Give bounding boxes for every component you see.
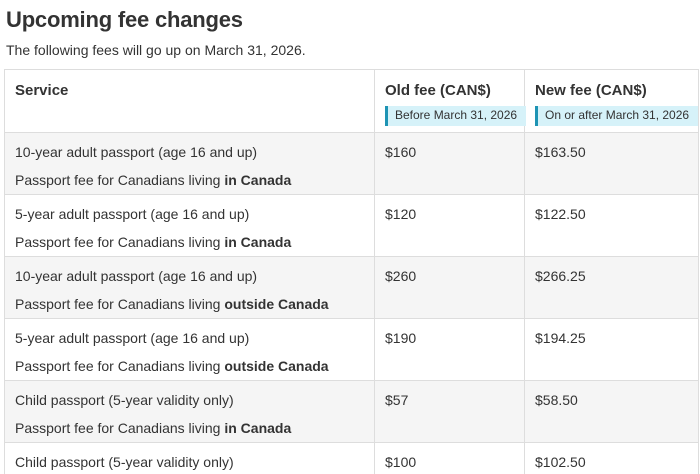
service-location: in Canada bbox=[224, 172, 292, 188]
new-fee-cell: $194.25 bbox=[524, 318, 699, 381]
service-description: Passport fee for Canadians living bbox=[15, 358, 221, 374]
service-location: in Canada bbox=[224, 234, 292, 250]
service-name: Child passport (5-year validity only) bbox=[15, 392, 234, 408]
service-description: Passport fee for Canadians living bbox=[15, 234, 221, 250]
column-header-old-fee: Old fee (CAN$) Before March 31, 2026 bbox=[374, 69, 527, 133]
old-fee-value: $57 bbox=[385, 392, 409, 408]
table-row: 5-year adult passport (age 16 and up) Pa… bbox=[4, 318, 699, 381]
table-row: 10-year adult passport (age 16 and up) P… bbox=[4, 132, 699, 195]
service-description: Passport fee for Canadians living bbox=[15, 172, 221, 188]
old-fee-cell: $120 bbox=[374, 194, 525, 257]
old-fee-cell: $260 bbox=[374, 256, 525, 319]
service-cell: 10-year adult passport (age 16 and up) P… bbox=[4, 256, 375, 319]
service-name: 5-year adult passport (age 16 and up) bbox=[15, 330, 250, 346]
new-fee-period-badge: On or after March 31, 2026 bbox=[535, 106, 699, 126]
old-fee-value: $120 bbox=[385, 206, 417, 222]
new-fee-cell: $102.50 bbox=[524, 442, 699, 474]
service-location: outside Canada bbox=[224, 358, 329, 374]
service-name: Child passport (5-year validity only) bbox=[15, 454, 234, 470]
new-fee-cell: $122.50 bbox=[524, 194, 699, 257]
page-title: Upcoming fee changes bbox=[6, 7, 243, 32]
new-fee-cell: $58.50 bbox=[524, 380, 699, 443]
old-fee-cell: $57 bbox=[374, 380, 525, 443]
old-fee-value: $160 bbox=[385, 144, 417, 160]
new-fee-header-label: New fee (CAN$) bbox=[535, 82, 647, 99]
service-name: 5-year adult passport (age 16 and up) bbox=[15, 206, 250, 222]
service-location: in Canada bbox=[224, 420, 292, 436]
service-cell: Child passport (5-year validity only) Pa… bbox=[4, 442, 375, 474]
service-cell: Child passport (5-year validity only) Pa… bbox=[4, 380, 375, 443]
new-fee-value: $163.50 bbox=[535, 144, 586, 160]
page-subtitle: The following fees will go up on March 3… bbox=[6, 42, 306, 58]
old-fee-value: $260 bbox=[385, 268, 417, 284]
fee-changes-table: Service Old fee (CAN$) Before March 31, … bbox=[4, 69, 699, 474]
service-header-label: Service bbox=[15, 82, 69, 99]
table-row: 5-year adult passport (age 16 and up) Pa… bbox=[4, 194, 699, 257]
new-fee-value: $266.25 bbox=[535, 268, 586, 284]
service-description: Passport fee for Canadians living bbox=[15, 296, 221, 312]
service-name: 10-year adult passport (age 16 and up) bbox=[15, 268, 258, 284]
service-description: Passport fee for Canadians living bbox=[15, 420, 221, 436]
old-fee-cell: $160 bbox=[374, 132, 525, 195]
new-fee-value: $102.50 bbox=[535, 454, 586, 470]
new-fee-cell: $163.50 bbox=[524, 132, 699, 195]
page-content: Upcoming fee changes The following fees … bbox=[0, 7, 700, 474]
table-row: Child passport (5-year validity only) Pa… bbox=[4, 380, 699, 443]
table-row: Child passport (5-year validity only) Pa… bbox=[4, 442, 699, 474]
old-fee-header-label: Old fee (CAN$) bbox=[385, 82, 491, 99]
service-name: 10-year adult passport (age 16 and up) bbox=[15, 144, 258, 160]
old-fee-period-badge: Before March 31, 2026 bbox=[385, 106, 527, 126]
table-header: Service Old fee (CAN$) Before March 31, … bbox=[4, 69, 699, 133]
old-fee-cell: $190 bbox=[374, 318, 525, 381]
old-fee-value: $100 bbox=[385, 454, 417, 470]
old-fee-value: $190 bbox=[385, 330, 417, 346]
service-cell: 10-year adult passport (age 16 and up) P… bbox=[4, 132, 375, 195]
table-row: 10-year adult passport (age 16 and up) P… bbox=[4, 256, 699, 319]
column-header-service: Service bbox=[4, 69, 375, 133]
new-fee-cell: $266.25 bbox=[524, 256, 699, 319]
new-fee-value: $122.50 bbox=[535, 206, 586, 222]
column-header-new-fee: New fee (CAN$) On or after March 31, 202… bbox=[524, 69, 699, 133]
new-fee-value: $194.25 bbox=[535, 330, 586, 346]
service-location: outside Canada bbox=[224, 296, 329, 312]
old-fee-cell: $100 bbox=[374, 442, 525, 474]
service-cell: 5-year adult passport (age 16 and up) Pa… bbox=[4, 194, 375, 257]
service-cell: 5-year adult passport (age 16 and up) Pa… bbox=[4, 318, 375, 381]
new-fee-value: $58.50 bbox=[535, 392, 578, 408]
